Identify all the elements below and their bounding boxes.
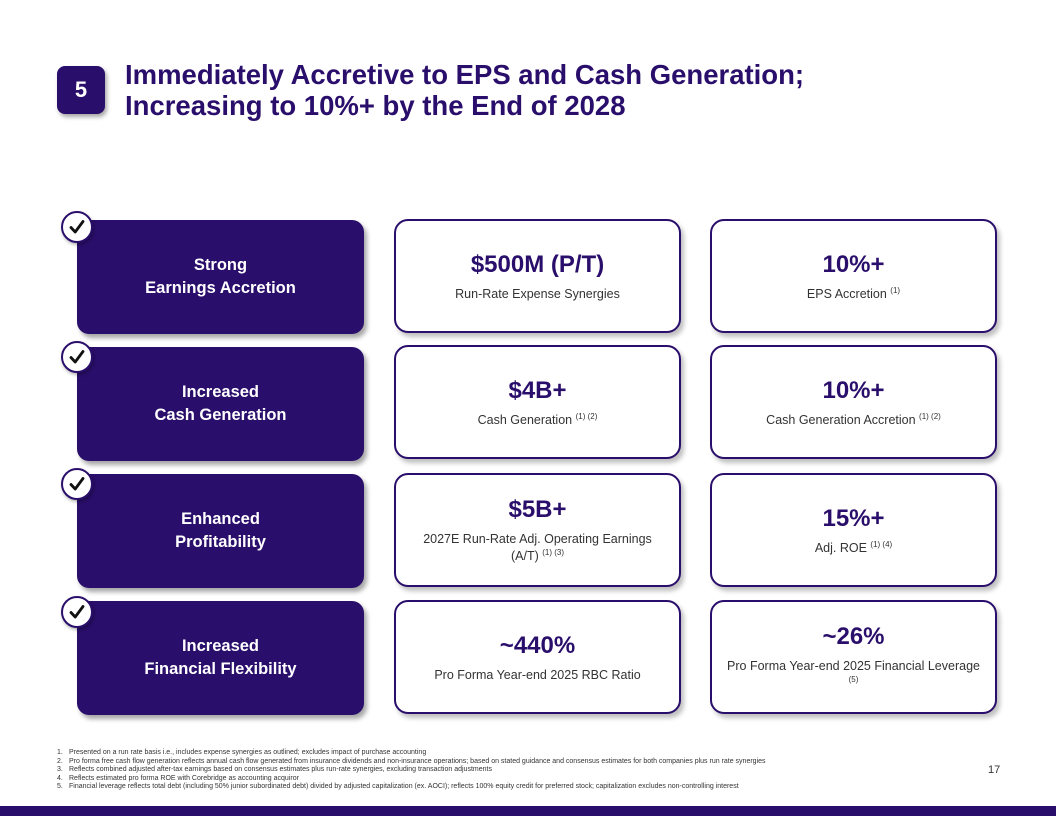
metric-value: $4B+ [508, 376, 567, 404]
metric-card-financial-leverage: ~26% Pro Forma Year-end 2025 Financial L… [710, 600, 997, 714]
metric-description: EPS Accretion (1) [806, 285, 901, 301]
metric-description: Pro Forma Year-end 2025 RBC Ratio [434, 667, 641, 682]
metric-card-eps-accretion: 10%+ EPS Accretion (1) [710, 219, 997, 333]
metric-card-rbc-ratio: ~440% Pro Forma Year-end 2025 RBC Ratio [394, 600, 681, 714]
title-line-2: Increasing to 10%+ by the End of 2028 [125, 90, 626, 121]
footnote-ref: (5) [848, 674, 859, 684]
footnote-ref: (1) [890, 285, 901, 295]
pill-label-line1: Enhanced [181, 510, 260, 528]
metric-value: ~26% [822, 623, 885, 650]
metric-value: 15%+ [822, 504, 885, 532]
footnote-item: 5. Financial leverage reflects total debt… [57, 783, 739, 791]
metric-card-adj-roe: 15%+ Adj. ROE (1) (4) [710, 473, 997, 587]
benefit-pill-earnings-accretion: Strong Earnings Accretion [77, 220, 364, 334]
metric-description: 2027E Run-Rate Adj. Operating Earnings (… [423, 532, 652, 563]
metric-card-expense-synergies: $500M (P/T) Run-Rate Expense Synergies [394, 219, 681, 333]
footnote-item: 2. Pro forma free cash flow generation re… [57, 757, 766, 765]
benefit-pill-financial-flexibility: Increased Financial Flexibility [77, 601, 364, 715]
footnote-ref: (1) (4) [870, 539, 893, 549]
pill-label-line1: Strong [193, 256, 248, 274]
title-line-1: Immediately Accretive to EPS and Cash Ge… [125, 59, 805, 90]
metric-description: Adj. ROE (1) (4) [814, 539, 893, 555]
metric-value: $5B+ [508, 496, 567, 523]
footnote-item: 3. Reflects combined adjusted after-tax e… [57, 766, 492, 774]
section-number-badge: 5 [57, 66, 105, 114]
benefit-pill-profitability: Enhanced Profitability [77, 474, 364, 588]
pill-label-line2: Financial Flexibility [144, 660, 297, 678]
pill-label-line2: Profitability [175, 533, 266, 551]
metric-card-cash-generation-accretion: 10%+ Cash Generation Accretion (1) (2) [710, 345, 997, 459]
footnotes: 1. Presented on a run rate basis i.e., in… [57, 749, 937, 792]
metric-value: $500M (P/T) [470, 250, 605, 278]
metric-description: Cash Generation (1) (2) [477, 411, 598, 427]
pill-label-line2: Cash Generation [154, 406, 287, 424]
footnote-ref: (1) (2) [575, 411, 598, 421]
metric-value: 10%+ [822, 250, 885, 278]
benefit-pill-cash-generation: Increased Cash Generation [77, 347, 364, 461]
metric-description: Pro Forma Year-end 2025 Financial Levera… [727, 659, 980, 684]
footnote-item: 4. Reflects estimated pro forma ROE with … [57, 774, 299, 782]
checkmark-icon [61, 596, 93, 628]
checkmark-icon [61, 341, 93, 373]
slide-title: Immediately Accretive to EPS and Cash Ge… [125, 59, 985, 121]
footnote-ref: (1) (3) [542, 547, 565, 557]
bottom-brand-bar [0, 806, 1056, 816]
metric-value: ~440% [499, 631, 576, 659]
footnote-item: 1. Presented on a run rate basis i.e., in… [57, 749, 427, 756]
checkmark-icon [61, 468, 93, 500]
pill-label-line2: Earnings Accretion [145, 279, 296, 297]
footnote-ref: (1) (2) [919, 411, 941, 421]
metric-description: Run-Rate Expense Synergies [455, 286, 620, 301]
checkmark-icon [61, 211, 93, 243]
metric-card-cash-generation: $4B+ Cash Generation (1) (2) [394, 345, 681, 459]
metric-value: 10%+ [822, 376, 885, 404]
metric-card-operating-earnings: $5B+ 2027E Run-Rate Adj. Operating Earni… [394, 473, 681, 587]
metric-description: Cash Generation Accretion (1) (2) [766, 411, 941, 427]
page-number: 17 [988, 764, 1001, 776]
pill-label-line1: Increased [181, 637, 260, 655]
pill-label-line1: Increased [181, 383, 260, 401]
